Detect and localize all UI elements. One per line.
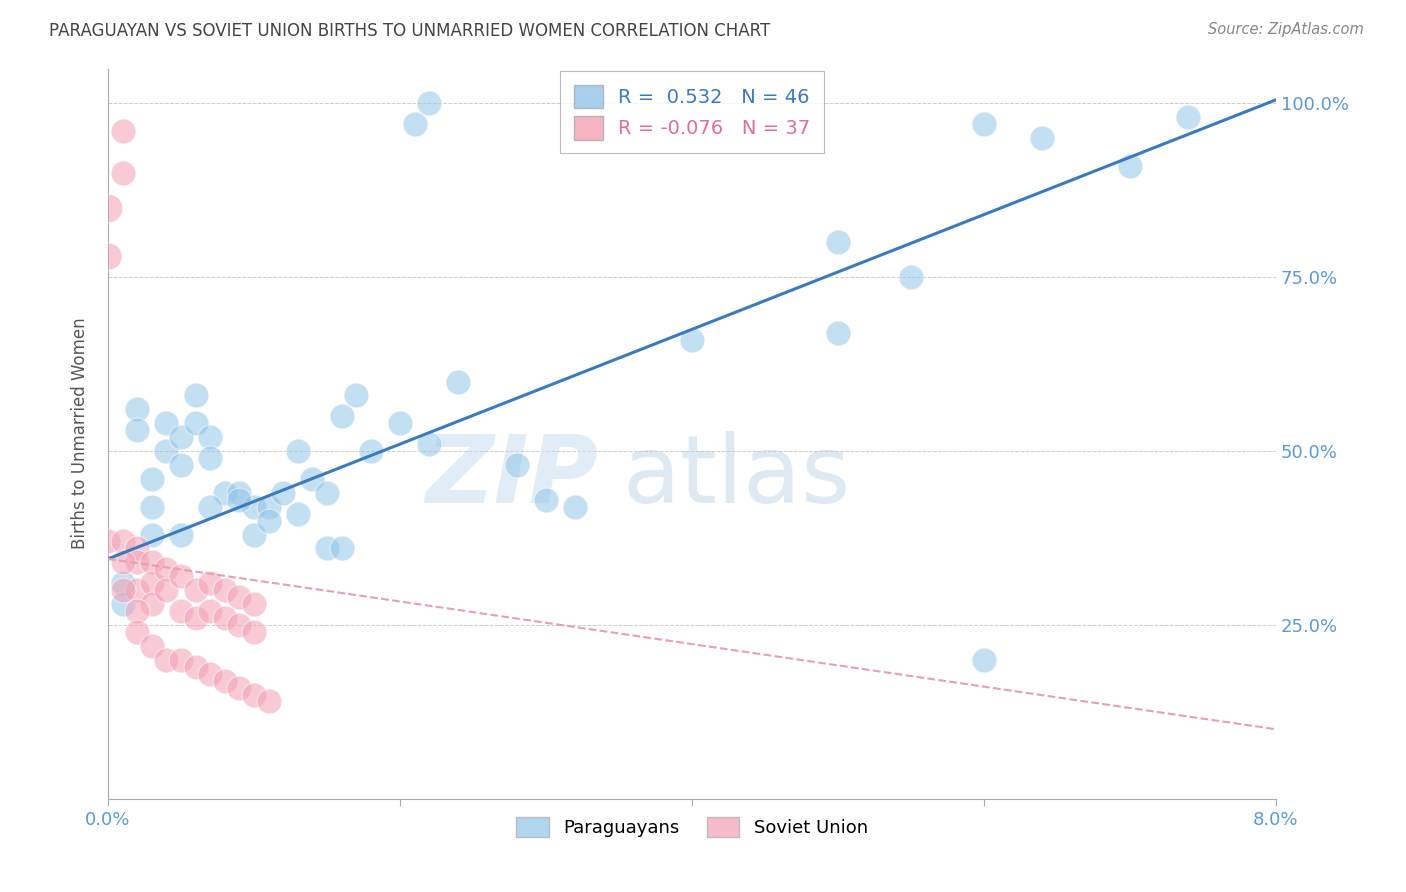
- Point: [243, 527, 266, 541]
- Point: [127, 402, 149, 417]
- Point: [170, 430, 193, 444]
- Point: [681, 333, 703, 347]
- Text: Source: ZipAtlas.com: Source: ZipAtlas.com: [1208, 22, 1364, 37]
- Point: [141, 555, 163, 569]
- Y-axis label: Births to Unmarried Women: Births to Unmarried Women: [72, 318, 89, 549]
- Point: [257, 500, 280, 514]
- Point: [155, 653, 177, 667]
- Point: [228, 492, 250, 507]
- Point: [111, 576, 134, 591]
- Point: [827, 235, 849, 250]
- Point: [184, 388, 207, 402]
- Point: [198, 666, 221, 681]
- Point: [1031, 131, 1053, 145]
- Point: [198, 450, 221, 465]
- Point: [360, 444, 382, 458]
- Point: [228, 485, 250, 500]
- Point: [141, 472, 163, 486]
- Point: [404, 117, 426, 131]
- Point: [141, 639, 163, 653]
- Point: [127, 624, 149, 639]
- Point: [214, 485, 236, 500]
- Point: [287, 507, 309, 521]
- Point: [900, 270, 922, 285]
- Point: [141, 500, 163, 514]
- Text: PARAGUAYAN VS SOVIET UNION BIRTHS TO UNMARRIED WOMEN CORRELATION CHART: PARAGUAYAN VS SOVIET UNION BIRTHS TO UNM…: [49, 22, 770, 40]
- Point: [564, 500, 586, 514]
- Point: [111, 583, 134, 598]
- Point: [214, 673, 236, 688]
- Point: [243, 688, 266, 702]
- Point: [330, 541, 353, 556]
- Point: [127, 541, 149, 556]
- Point: [198, 604, 221, 618]
- Text: ZIP: ZIP: [426, 432, 599, 524]
- Point: [287, 444, 309, 458]
- Point: [257, 514, 280, 528]
- Point: [316, 485, 339, 500]
- Point: [141, 597, 163, 611]
- Point: [170, 653, 193, 667]
- Point: [243, 597, 266, 611]
- Point: [316, 541, 339, 556]
- Point: [228, 590, 250, 604]
- Point: [198, 430, 221, 444]
- Point: [170, 569, 193, 583]
- Point: [973, 653, 995, 667]
- Point: [1177, 110, 1199, 124]
- Point: [228, 681, 250, 695]
- Point: [127, 604, 149, 618]
- Point: [184, 583, 207, 598]
- Point: [418, 437, 440, 451]
- Point: [198, 576, 221, 591]
- Point: [111, 597, 134, 611]
- Point: [243, 500, 266, 514]
- Point: [1119, 159, 1142, 173]
- Point: [388, 416, 411, 430]
- Point: [257, 694, 280, 708]
- Point: [170, 527, 193, 541]
- Point: [301, 472, 323, 486]
- Point: [141, 576, 163, 591]
- Text: atlas: atlas: [621, 432, 851, 524]
- Point: [111, 124, 134, 138]
- Point: [447, 375, 470, 389]
- Point: [184, 659, 207, 673]
- Point: [214, 611, 236, 625]
- Point: [170, 458, 193, 472]
- Point: [534, 492, 557, 507]
- Point: [97, 201, 120, 215]
- Point: [97, 534, 120, 549]
- Legend: Paraguayans, Soviet Union: Paraguayans, Soviet Union: [509, 809, 875, 845]
- Point: [127, 423, 149, 437]
- Point: [184, 611, 207, 625]
- Point: [184, 416, 207, 430]
- Point: [127, 583, 149, 598]
- Point: [155, 444, 177, 458]
- Point: [973, 117, 995, 131]
- Point: [228, 618, 250, 632]
- Point: [97, 249, 120, 263]
- Point: [330, 409, 353, 424]
- Point: [418, 96, 440, 111]
- Point: [111, 534, 134, 549]
- Point: [170, 604, 193, 618]
- Point: [141, 527, 163, 541]
- Point: [243, 624, 266, 639]
- Point: [111, 166, 134, 180]
- Point: [198, 500, 221, 514]
- Point: [344, 388, 367, 402]
- Point: [271, 485, 294, 500]
- Point: [155, 562, 177, 576]
- Point: [506, 458, 529, 472]
- Point: [155, 416, 177, 430]
- Point: [214, 583, 236, 598]
- Point: [111, 555, 134, 569]
- Point: [827, 326, 849, 340]
- Point: [155, 583, 177, 598]
- Point: [127, 555, 149, 569]
